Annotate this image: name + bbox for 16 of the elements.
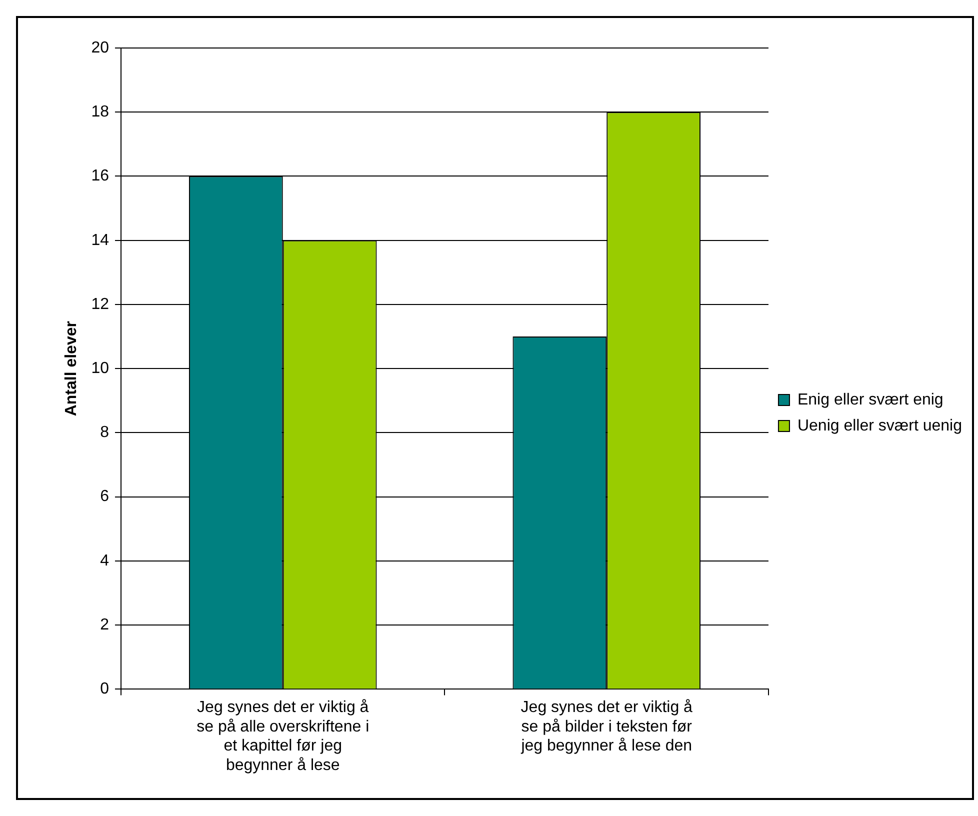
y-tick-label: 4 [100,552,110,570]
x-tick-label: Jeg synes det er viktig å se på alle overskriftene i et kapittel før jeg begynner å lese [196,699,370,774]
legend-label: Uenig eller svært uenig [797,417,962,434]
y-tick-label: 0 [100,680,110,698]
y-tick-label: 2 [100,616,110,634]
y-tick-label: 10 [91,360,110,378]
y-tick-label: 16 [91,168,110,185]
y-tick-label: 18 [91,104,110,121]
y-tick-label: 6 [100,488,110,506]
y-tick-label: 12 [91,296,110,313]
legend-label: Enig eller svært enig [797,391,944,408]
y-tick-label: 14 [91,232,110,249]
y-tick-label: 8 [100,424,110,442]
x-tick-label: Jeg synes det er viktig å se på bilder i teksten før jeg begynner å lese den [520,699,693,755]
y-tick-label: 20 [91,39,110,56]
y-axis-title: Antall elever [63,321,80,416]
